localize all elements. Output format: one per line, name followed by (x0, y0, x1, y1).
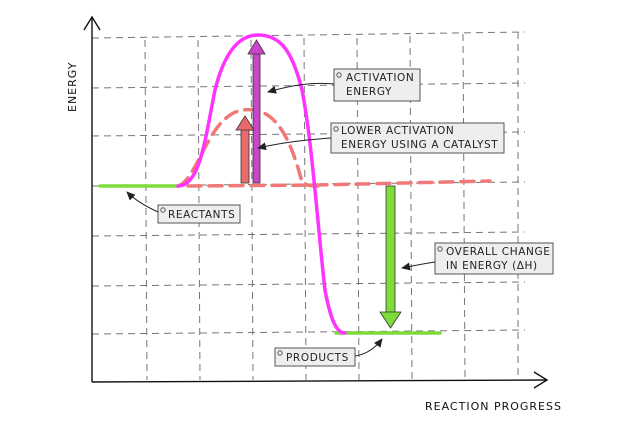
reactants-pointer (127, 192, 158, 212)
activation-energy-label-line2: ENERGY (346, 86, 392, 98)
y-axis-label: ENERGY (66, 62, 79, 112)
overall-change-pointer (402, 262, 435, 268)
reactants-label: REACTANTS (168, 209, 235, 221)
catalyst-callout: LOWER ACTIVATION ENERGY USING A CATALYST (258, 123, 504, 153)
activation-energy-arrow (248, 40, 265, 183)
x-axis-label: REACTION PROGRESS (425, 400, 562, 413)
products-label: PRODUCTS (286, 352, 349, 364)
overall-change-label-line2: IN ENERGY (ΔH) (446, 260, 538, 272)
activation-energy-callout: ACTIVATION ENERGY (268, 69, 420, 101)
x-axis (92, 380, 546, 382)
catalyst-pointer (258, 138, 331, 148)
delta-h-arrow (380, 186, 401, 328)
catalysed-baseline-dashes (188, 181, 490, 186)
catalyst-label-line1: LOWER ACTIVATION (341, 125, 454, 137)
reactants-callout: REACTANTS (127, 192, 240, 223)
products-callout: PRODUCTS (275, 339, 382, 366)
activation-energy-label-line1: ACTIVATION (346, 72, 414, 84)
catalyst-label-line2: ENERGY USING A CATALYST (341, 139, 498, 151)
overall-change-callout: OVERALL CHANGE IN ENERGY (ΔH) (402, 243, 553, 274)
overall-change-label-line1: OVERALL CHANGE (446, 246, 550, 258)
